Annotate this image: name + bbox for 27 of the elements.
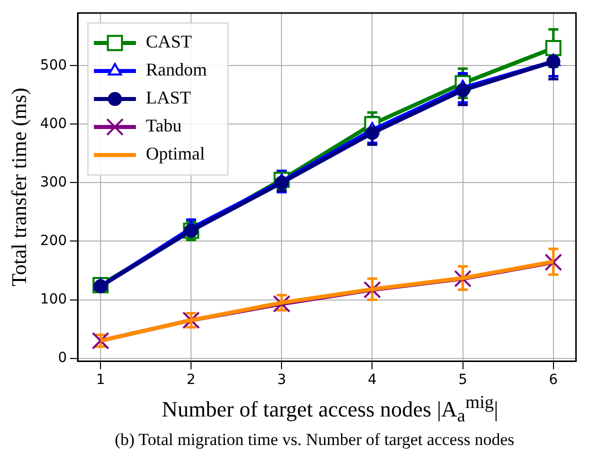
y-tick-label: 300 (40, 174, 67, 190)
x-axis-title: Number of target access nodes |A$_{a}$$^{mig}$| (160, 392, 500, 427)
x-tick-label: 4 (368, 372, 377, 388)
text: (b) Total migration time vs. Number of target access nodes (114, 430, 516, 450)
y-axis-title: Total transfer time (ms) (7, 88, 32, 286)
y-tick-label: 100 (40, 291, 67, 308)
x-tick-label: 1 (96, 372, 106, 388)
legend-label: LAST (146, 88, 191, 108)
point (546, 54, 560, 69)
point (454, 270, 472, 288)
x-tick-label: 5 (458, 372, 468, 388)
x-tick-label: 6 (548, 372, 558, 388)
y-tick-label: 200 (40, 232, 67, 249)
x-tick-label: 3 (277, 372, 286, 388)
point (272, 295, 290, 313)
x-tick-label: 2 (186, 372, 196, 388)
legend-label: Tabu (146, 116, 182, 136)
y-tick-label: 400 (40, 116, 67, 132)
y-tick-label: 0 (58, 350, 67, 366)
point (456, 83, 470, 98)
legend-label: CAST (146, 32, 192, 52)
legend-label: Random (146, 60, 207, 80)
point (545, 40, 562, 56)
legend-label: Optimal (146, 144, 205, 164)
point (363, 281, 382, 299)
point (544, 254, 562, 272)
y-tick-label: 500 (40, 57, 67, 74)
